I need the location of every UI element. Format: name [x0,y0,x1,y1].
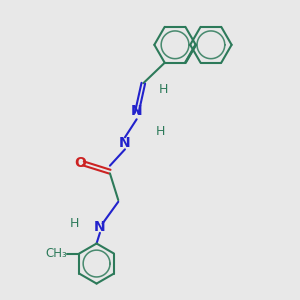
Text: N: N [94,220,106,234]
Text: N: N [131,104,142,118]
Text: H: H [159,83,168,96]
Text: CH₃: CH₃ [46,247,68,260]
Text: N: N [119,136,131,150]
Text: H: H [70,217,80,230]
Text: O: O [74,156,86,170]
Text: H: H [155,125,165,138]
